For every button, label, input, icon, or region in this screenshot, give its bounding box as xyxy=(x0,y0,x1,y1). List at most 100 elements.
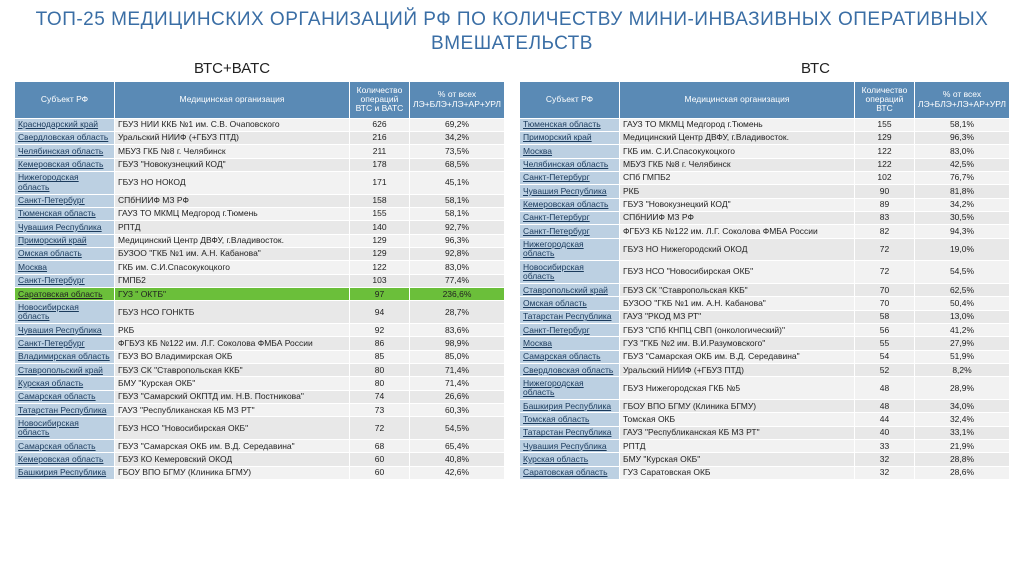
cell-org: ГБУЗ НО Нижегородский ОКОД xyxy=(620,238,855,261)
cell-org: РПТД xyxy=(115,221,350,234)
cell-subject: Санкт-Петербург xyxy=(520,171,620,184)
cell-percent: 60,3% xyxy=(410,404,505,417)
table-row: Санкт-ПетербургСПбНИИФ МЗ РФ15858,1% xyxy=(15,194,505,207)
right-table-wrap: Субъект РФ Медицинская организация Колич… xyxy=(519,81,1010,481)
cell-org: ГБУЗ "Новокузнецкий КОД" xyxy=(620,198,855,211)
table-row: Башкирия РеспубликаГБОУ ВПО БГМУ (Клиник… xyxy=(520,400,1010,413)
tables-container: Субъект РФ Медицинская организация Колич… xyxy=(14,81,1010,481)
cell-org: Томская ОКБ xyxy=(620,413,855,426)
cell-percent: 71,4% xyxy=(410,364,505,377)
table-row: Владимирская областьГБУЗ ВО Владимирская… xyxy=(15,350,505,363)
table-row: Омская областьБУЗОО "ГКБ №1 им. А.Н. Каб… xyxy=(520,297,1010,310)
cell-percent: 50,4% xyxy=(915,297,1010,310)
cell-subject: Челябинская область xyxy=(520,158,620,171)
cell-org: РПТД xyxy=(620,440,855,453)
cell-subject: Свердловская область xyxy=(15,131,115,144)
cell-percent: 83,6% xyxy=(410,324,505,337)
cell-count: 92 xyxy=(350,324,410,337)
table-row: Чувашия РеспубликаРПТД3321,9% xyxy=(520,440,1010,453)
table-row: Санкт-ПетербургФГБУЗ КБ №122 им. Л.Г. Со… xyxy=(15,337,505,350)
cell-subject: Новосибирская область xyxy=(15,301,115,324)
cell-percent: 28,7% xyxy=(410,301,505,324)
left-table: Субъект РФ Медицинская организация Колич… xyxy=(14,81,505,481)
cell-count: 33 xyxy=(855,440,915,453)
cell-percent: 65,4% xyxy=(410,440,505,453)
cell-percent: 96,3% xyxy=(410,234,505,247)
cell-count: 94 xyxy=(350,301,410,324)
cell-percent: 51,9% xyxy=(915,350,1010,363)
cell-count: 129 xyxy=(350,247,410,260)
cell-org: ФГБУЗ КБ №122 им. Л.Г. Соколова ФМБА Рос… xyxy=(115,337,350,350)
cell-subject: Тюменская область xyxy=(520,118,620,131)
table-row: Татарстан РеспубликаГАУЗ "РКОД МЗ РТ"581… xyxy=(520,310,1010,323)
cell-percent: 40,8% xyxy=(410,453,505,466)
cell-subject: Башкирия Республика xyxy=(520,400,620,413)
cell-org: ФГБУЗ КБ №122 им. Л.Г. Соколова ФМБА Рос… xyxy=(620,225,855,238)
table-row: Санкт-ПетербургСПб ГМПБ210276,7% xyxy=(520,171,1010,184)
cell-subject: Ставропольский край xyxy=(520,284,620,297)
cell-org: ГКБ им. С.И.Спасокукоцкого xyxy=(620,145,855,158)
cell-count: 626 xyxy=(350,118,410,131)
cell-subject: Нижегородская область xyxy=(520,238,620,261)
cell-percent: 45,1% xyxy=(410,171,505,194)
cell-org: Медицинский Центр ДВФУ, г.Владивосток. xyxy=(620,131,855,144)
cell-subject: Кемеровская область xyxy=(15,158,115,171)
cell-org: ГБУЗ "СПб КНПЦ СВП (онкологический)" xyxy=(620,324,855,337)
cell-percent: 32,4% xyxy=(915,413,1010,426)
cell-subject: Новосибирская область xyxy=(520,261,620,284)
cell-count: 48 xyxy=(855,400,915,413)
cell-subject: Томская область xyxy=(520,413,620,426)
cell-count: 129 xyxy=(855,131,915,144)
cell-org: РКБ xyxy=(620,185,855,198)
cell-count: 72 xyxy=(855,238,915,261)
table-row: Чувашия РеспубликаРПТД14092,7% xyxy=(15,221,505,234)
table-row: Нижегородская областьГБУЗ НО НОКОД17145,… xyxy=(15,171,505,194)
right-th-count: Количество операций ВТС xyxy=(855,81,915,118)
cell-percent: 58,1% xyxy=(410,207,505,220)
cell-subject: Москва xyxy=(15,261,115,274)
cell-count: 122 xyxy=(350,261,410,274)
cell-org: Медицинский Центр ДВФУ, г.Владивосток. xyxy=(115,234,350,247)
cell-percent: 94,3% xyxy=(915,225,1010,238)
cell-count: 102 xyxy=(855,171,915,184)
cell-org: БУЗОО "ГКБ №1 им. А.Н. Кабанова" xyxy=(620,297,855,310)
cell-count: 85 xyxy=(350,350,410,363)
table-row: Самарская областьГБУЗ "Самарский ОКПТД и… xyxy=(15,390,505,403)
table-row: Новосибирская областьГБУЗ НСО "Новосибир… xyxy=(520,261,1010,284)
cell-subject: Тюменская область xyxy=(15,207,115,220)
cell-subject: Татарстан Республика xyxy=(520,310,620,323)
cell-percent: 41,2% xyxy=(915,324,1010,337)
cell-percent: 85,0% xyxy=(410,350,505,363)
right-th-org: Медицинская организация xyxy=(620,81,855,118)
cell-percent: 81,8% xyxy=(915,185,1010,198)
cell-percent: 26,6% xyxy=(410,390,505,403)
cell-count: 155 xyxy=(855,118,915,131)
cell-org: ГБУЗ "Самарский ОКПТД им. Н.В. Постников… xyxy=(115,390,350,403)
left-th-percent: % от всех ЛЭ+БЛЭ+ЛЭ+АР+УРЛ xyxy=(410,81,505,118)
cell-percent: 83,0% xyxy=(410,261,505,274)
table-row: Татарстан РеспубликаГАУЗ "Республиканска… xyxy=(520,426,1010,439)
cell-percent: 19,0% xyxy=(915,238,1010,261)
table-row: Курская областьБМУ "Курская ОКБ"8071,4% xyxy=(15,377,505,390)
table-row: Саратовская областьГУЗ Саратовская ОКБ32… xyxy=(520,466,1010,479)
cell-subject: Владимирская область xyxy=(15,350,115,363)
cell-subject: Курская область xyxy=(15,377,115,390)
table-row: Краснодарский крайГБУЗ НИИ ККБ №1 им. С.… xyxy=(15,118,505,131)
table-row: Нижегородская областьГБУЗ НО Нижегородск… xyxy=(520,238,1010,261)
cell-org: ГБУЗ КО Кемеровский ОКОД xyxy=(115,453,350,466)
cell-count: 86 xyxy=(350,337,410,350)
table-row: Томская областьТомская ОКБ4432,4% xyxy=(520,413,1010,426)
cell-percent: 21,9% xyxy=(915,440,1010,453)
cell-percent: 8,2% xyxy=(915,364,1010,377)
cell-org: Уральский НИИФ (+ГБУЗ ПТД) xyxy=(620,364,855,377)
cell-subject: Москва xyxy=(520,337,620,350)
cell-subject: Приморский край xyxy=(15,234,115,247)
cell-count: 90 xyxy=(855,185,915,198)
table-row: Тюменская областьГАУЗ ТО МКМЦ Медгород г… xyxy=(15,207,505,220)
cell-count: 60 xyxy=(350,453,410,466)
subtitle-row: ВТС+ВАТС ВТС xyxy=(14,60,1010,77)
cell-org: СПбНИИФ МЗ РФ xyxy=(115,194,350,207)
table-row: Кемеровская областьГБУЗ КО Кемеровский О… xyxy=(15,453,505,466)
cell-subject: Приморский край xyxy=(520,131,620,144)
cell-org: ГБУЗ НИИ ККБ №1 им. С.В. Очаповского xyxy=(115,118,350,131)
